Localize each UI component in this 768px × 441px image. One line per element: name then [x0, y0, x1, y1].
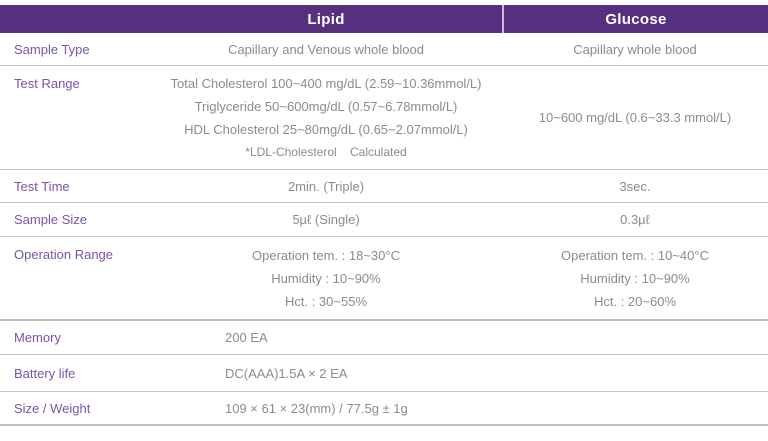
operation-range-lipid-line-3: Hct. : 30~55% [284, 293, 368, 309]
row-label-test-range: Test Range [14, 76, 80, 91]
operation-range-glucose-line-2: Humidity : 10~90% [580, 270, 690, 286]
table-header: Lipid Glucose [0, 5, 768, 33]
test-time-glucose-value: 3sec. [619, 178, 651, 194]
test-range-lipid-value: Total Cholesterol 100~400 mg/dL (2.59~10… [150, 72, 502, 164]
row-test-time: Test Time 2min. (Triple) 3sec. [0, 170, 768, 203]
row-sample-size: Sample Size 5µℓ (Single) 0.3µℓ [0, 203, 768, 237]
row-label-size-weight: Size / Weight [14, 400, 91, 416]
test-time-lipid-value: 2min. (Triple) [287, 178, 365, 194]
row-label-sample-size: Sample Size [14, 212, 87, 227]
operation-range-glucose-value: Operation tem. : 10~40°C Humidity : 10~9… [502, 244, 768, 313]
row-label-sample-type: Sample Type [14, 41, 90, 57]
sample-type-glucose-value: Capillary whole blood [573, 41, 697, 57]
operation-range-lipid-line-1: Operation tem. : 18~30°C [252, 247, 400, 263]
battery-life-value: DC(AAA)1.5A × 2 EA [225, 365, 348, 381]
test-range-lipid-note: *LDL-Cholesterol Calculated [245, 144, 407, 159]
test-range-lipid-line-1: Total Cholesterol 100~400 mg/dL (2.59~10… [170, 75, 482, 91]
row-memory: Memory 200 EA [0, 321, 768, 355]
header-glucose: Glucose [502, 5, 768, 33]
sample-size-lipid-value: 5µℓ (Single) [292, 212, 360, 227]
sample-type-lipid-value: Capillary and Venous whole blood [228, 41, 424, 57]
row-label-battery-life: Battery life [14, 365, 76, 381]
row-label-test-time: Test Time [14, 178, 70, 194]
row-test-range: Test Range Total Cholesterol 100~400 mg/… [0, 66, 768, 170]
operation-range-lipid-value: Operation tem. : 18~30°C Humidity : 10~9… [150, 244, 502, 313]
row-operation-range: Operation Range Operation tem. : 18~30°C… [0, 237, 768, 321]
row-size-weight: Size / Weight 109 × 61 × 23(mm) / 77.5g … [0, 392, 768, 426]
sample-size-glucose-value: 0.3µℓ [620, 212, 650, 227]
operation-range-glucose-line-1: Operation tem. : 10~40°C [561, 247, 709, 263]
operation-range-lipid-line-2: Humidity : 10~90% [271, 270, 381, 286]
table: Lipid Glucose Sample Type Capillary and … [0, 5, 768, 426]
row-label-operation-range: Operation Range [14, 247, 114, 262]
test-range-lipid-line-3: HDL Cholesterol 25~80mg/dL (0.65~2.07mmo… [184, 121, 468, 137]
operation-range-glucose-line-3: Hct. : 20~60% [593, 293, 677, 309]
row-label-memory: Memory [14, 330, 61, 345]
header-empty-cell [0, 5, 150, 33]
memory-value: 200 EA [225, 330, 268, 345]
row-battery-life: Battery life DC(AAA)1.5A × 2 EA [0, 355, 768, 392]
test-range-lipid-line-2: Triglyceride 50~600mg/dL (0.57~6.78mmol/… [194, 98, 458, 114]
row-sample-type: Sample Type Capillary and Venous whole b… [0, 33, 768, 66]
header-lipid: Lipid [307, 10, 345, 28]
size-weight-value: 109 × 61 × 23(mm) / 77.5g ± 1g [225, 400, 408, 416]
test-range-glucose-value: 10~600 mg/dL (0.6~33.3 mmol/L) [538, 110, 732, 125]
